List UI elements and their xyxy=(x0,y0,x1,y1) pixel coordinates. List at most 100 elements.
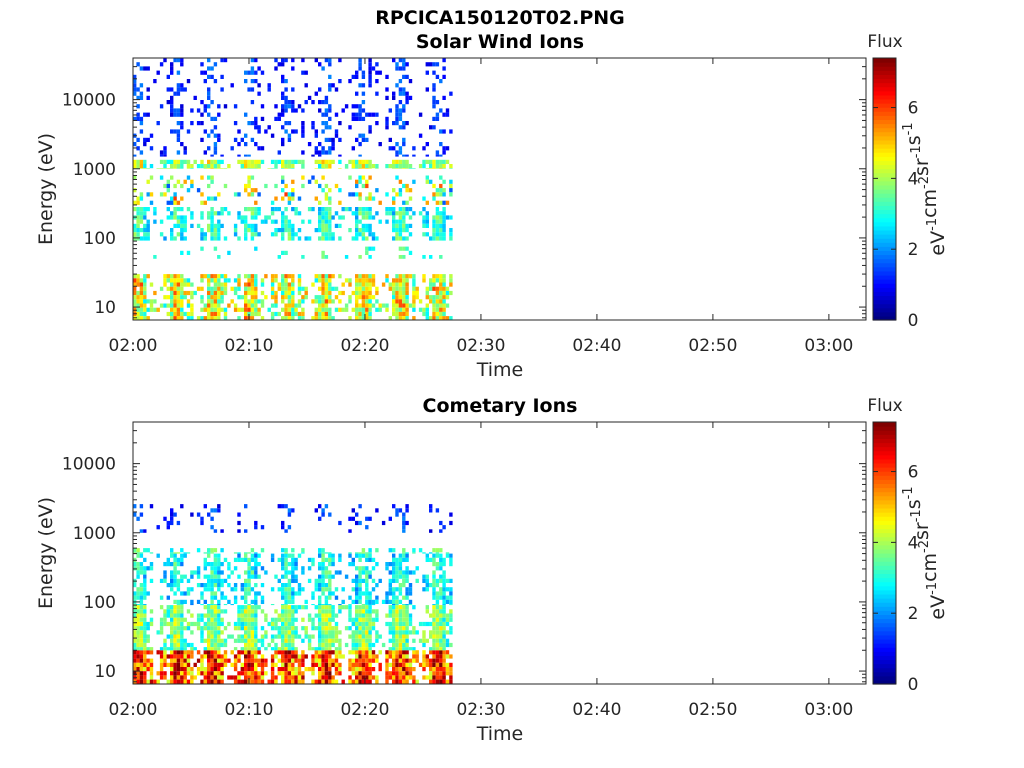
heatmap-cell xyxy=(281,557,285,562)
heatmap-cell xyxy=(402,142,406,147)
heatmap-cell xyxy=(227,566,231,571)
heatmap-cell xyxy=(392,278,396,283)
heatmap-cell xyxy=(388,164,392,169)
heatmap-cell xyxy=(297,605,302,610)
heatmap-cell xyxy=(425,638,429,643)
heatmap-cell xyxy=(207,299,211,304)
heatmap-cell xyxy=(355,192,359,197)
heatmap-cell xyxy=(270,671,275,676)
heatmap-cell xyxy=(361,70,366,75)
heatmap-cell xyxy=(159,286,164,291)
heatmap-cell xyxy=(139,91,144,96)
heatmap-cell xyxy=(173,236,177,241)
heatmap-cell xyxy=(210,274,214,279)
heatmap-cell xyxy=(166,679,170,684)
heatmap-cell xyxy=(250,650,255,655)
heatmap-cell xyxy=(297,583,302,588)
heatmap-cell xyxy=(291,168,295,169)
heatmap-cell xyxy=(324,159,329,164)
heatmap-cell xyxy=(439,159,443,164)
heatmap-cell xyxy=(264,617,268,622)
heatmap-cell xyxy=(136,671,140,676)
heatmap-cell xyxy=(220,562,224,567)
heatmap-cell xyxy=(281,74,285,79)
heatmap-cell xyxy=(257,671,261,676)
heatmap-cell xyxy=(429,647,433,651)
heatmap-cell xyxy=(230,299,234,304)
heatmap-cell xyxy=(247,282,251,287)
heatmap-cell xyxy=(415,679,419,684)
heatmap-cell xyxy=(213,626,218,631)
heatmap-cell xyxy=(378,70,382,75)
heatmap-cell xyxy=(247,613,251,618)
heatmap-cell xyxy=(358,196,362,201)
heatmap-cell xyxy=(361,650,366,655)
heatmap-cell xyxy=(146,112,150,117)
heatmap-cell xyxy=(324,634,329,639)
heatmap-cell xyxy=(365,605,369,610)
heatmap-cell xyxy=(153,211,157,216)
heatmap-cell xyxy=(368,125,372,130)
heatmap-cell xyxy=(139,512,144,517)
heatmap-cell xyxy=(136,562,140,567)
heatmap-cell xyxy=(213,578,218,583)
heatmap-cell xyxy=(274,679,278,684)
heatmap-cell xyxy=(207,574,211,579)
heatmap-cell xyxy=(250,566,255,571)
heatmap-cell xyxy=(307,647,312,651)
heatmap-cell xyxy=(381,282,386,287)
heatmap-cell xyxy=(196,286,201,291)
heatmap-cell xyxy=(442,583,446,588)
heatmap-cell xyxy=(351,658,355,663)
heatmap-cell xyxy=(287,303,292,308)
heatmap-cell xyxy=(139,662,144,667)
heatmap-cell xyxy=(176,650,181,655)
heatmap-cell xyxy=(405,504,409,509)
heatmap-cell xyxy=(442,232,446,237)
heatmap-cell xyxy=(294,578,298,583)
heatmap-cell xyxy=(190,164,194,169)
heatmap-cell xyxy=(173,599,177,604)
heatmap-cell xyxy=(402,316,406,320)
heatmap-cell xyxy=(254,164,258,169)
heatmap-cell xyxy=(173,278,177,283)
heatmap-cell xyxy=(307,557,312,562)
heatmap-cell xyxy=(180,112,184,117)
heatmap-cell xyxy=(136,299,140,304)
heatmap-cell xyxy=(375,62,379,67)
colorbar-segment xyxy=(873,454,896,460)
heatmap-cell xyxy=(328,605,332,610)
heatmap-cell xyxy=(250,679,255,684)
heatmap-cell xyxy=(200,200,204,205)
heatmap-cell xyxy=(432,274,436,279)
heatmap-cell xyxy=(328,295,332,300)
heatmap-cell xyxy=(291,295,295,300)
heatmap-cell xyxy=(230,604,234,606)
heatmap-cell xyxy=(207,307,211,312)
heatmap-cell xyxy=(344,255,349,259)
heatmap-cell xyxy=(287,642,292,648)
heatmap-cell xyxy=(368,196,372,201)
heatmap-cell xyxy=(176,316,181,320)
heatmap-cell xyxy=(439,219,443,224)
heatmap-cell xyxy=(247,626,251,631)
heatmap-cell xyxy=(270,219,275,224)
heatmap-cell xyxy=(233,552,238,554)
heatmap-cell xyxy=(405,223,409,228)
colorbar-segment xyxy=(873,458,896,464)
heatmap-cell xyxy=(247,609,251,614)
heatmap-cell xyxy=(439,675,443,680)
heatmap-cell xyxy=(405,290,409,296)
heatmap-cell xyxy=(190,667,194,672)
heatmap-cell xyxy=(247,121,251,126)
heatmap-cell xyxy=(287,621,292,627)
heatmap-cell xyxy=(244,529,248,533)
heatmap-cell xyxy=(371,667,376,672)
heatmap-cell xyxy=(395,108,399,113)
heatmap-cell xyxy=(297,228,302,233)
heatmap-cell xyxy=(307,638,312,643)
heatmap-cell xyxy=(341,290,345,296)
heatmap-cell xyxy=(439,79,443,84)
heatmap-cell xyxy=(355,658,359,663)
